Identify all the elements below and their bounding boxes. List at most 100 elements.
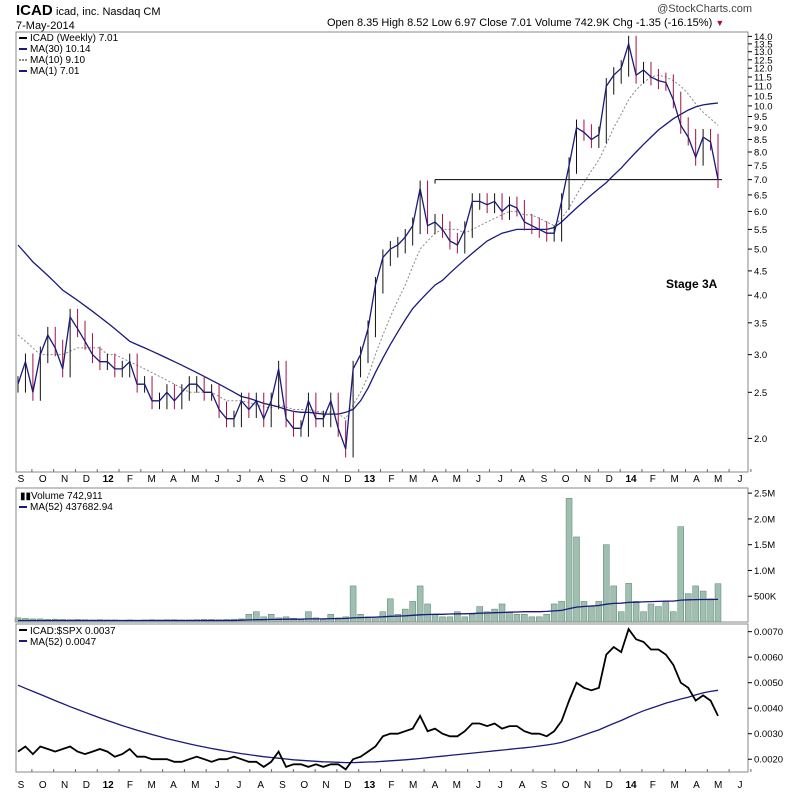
x-tick-label: F: [127, 474, 133, 485]
volume-bar: [692, 585, 699, 623]
x-tick-label: N: [584, 474, 591, 485]
x-tick-label: F: [127, 780, 133, 791]
x-tick-label: M: [191, 780, 199, 791]
volume-bar: [461, 616, 469, 623]
x-tick-label: A: [519, 780, 526, 791]
x-tick-label: M: [453, 474, 461, 485]
volume-bar: [513, 614, 521, 623]
volume-bar: [312, 617, 320, 623]
y-tick-label: 3.5: [754, 318, 767, 329]
x-tick-label: M: [453, 780, 461, 791]
x-tick-label: A: [693, 474, 700, 485]
x-tick-label: 12: [103, 474, 115, 485]
volume-bar: [394, 614, 402, 623]
volume-bar: [632, 601, 640, 623]
panel-frame: [15, 31, 749, 473]
x-tick-label: N: [322, 474, 329, 485]
volume-bar: [699, 590, 707, 623]
x-tick-label: J: [236, 474, 241, 485]
x-tick-label: J: [738, 474, 743, 485]
y-tick-label: 2.0M: [754, 514, 775, 525]
volume-bar: [439, 616, 446, 623]
legend-entry: MA(10) 9.10: [30, 55, 85, 66]
price-line: [17, 41, 719, 450]
x-tick-label: M: [714, 780, 722, 791]
volume-bar: [677, 526, 684, 623]
x-tick-label: A: [257, 780, 264, 791]
y-tick-label: 9.5: [754, 112, 767, 123]
y-tick-label: 1.5M: [754, 540, 775, 551]
y-tick-label: 1.0M: [754, 566, 775, 577]
volume-bar: [424, 603, 431, 623]
volume-bar: [550, 603, 558, 623]
legend-entry: MA(52) 0.0047: [30, 637, 97, 648]
y-tick-label: 0.0020: [754, 755, 783, 766]
volume-bar: [454, 611, 461, 623]
volume-bar: [349, 585, 357, 623]
y-tick-label: 7.0: [754, 175, 767, 186]
x-tick-label: D: [344, 780, 351, 791]
price-panel: 2.0 2.5 3.0 3.5 4.0 4.5 5.0 5.5 6.0 6.5 7.0 7.5 8.0 8…: [15, 31, 773, 473]
y-tick-label: 0.0050: [754, 678, 783, 689]
y-tick-label: 2.5: [754, 388, 767, 399]
x-tick-label: D: [606, 780, 613, 791]
x-tick-label: M: [148, 474, 156, 485]
volume-bar: [290, 618, 297, 623]
x-tick-label: O: [562, 474, 570, 485]
x-tick-label: N: [322, 780, 329, 791]
legend-entry: MA(52) 437682.94: [30, 502, 113, 513]
x-tick-label: S: [541, 780, 548, 791]
x-tick-label: S: [279, 474, 286, 485]
volume-legend-icon: ▮▮: [20, 491, 31, 502]
volume-bar: [253, 611, 260, 623]
x-tick-label: 13: [364, 474, 376, 485]
x-tick-label: J: [215, 474, 220, 485]
x-tick-label: F: [388, 474, 394, 485]
volume-bar: [245, 614, 253, 623]
volume-bar: [580, 601, 588, 623]
x-axis: S O N D 12 F M A M J J A S O N D 13 F M A M J J A S O N D 14 F M A M J S O N…: [18, 469, 752, 791]
ma30-line: [17, 102, 719, 415]
volume-bar: [521, 614, 528, 623]
x-tick-label: A: [519, 474, 526, 485]
volume-bar: [334, 617, 342, 623]
volume-bar: [305, 611, 312, 623]
volume-bar: [647, 603, 655, 623]
volume-bar: [565, 498, 573, 623]
x-tick-label: M: [714, 474, 722, 485]
x-tick-label: M: [409, 474, 417, 485]
y-tick-label: 4.5: [754, 266, 767, 277]
y-tick-label: 6.5: [754, 190, 767, 201]
x-tick-label: M: [148, 780, 156, 791]
volume-bar: [469, 614, 476, 623]
x-tick-label: O: [300, 474, 308, 485]
ratio-ma-line: [17, 684, 719, 764]
y-tick-label: 3.0: [754, 350, 767, 361]
legend-entry: ICAD (Weekly) 7.01: [30, 33, 119, 44]
y-tick-label: 9.0: [754, 123, 767, 134]
x-tick-label: M: [409, 780, 417, 791]
y-tick-label: 2.0: [754, 434, 767, 445]
chart-symbol: ICAD: [16, 2, 53, 19]
volume-bar: [543, 614, 550, 623]
y-tick-label: 10.0: [754, 101, 773, 112]
x-tick-label: A: [170, 780, 177, 791]
ma10-line: [17, 74, 719, 420]
x-tick-label: D: [83, 780, 90, 791]
x-tick-label: S: [18, 780, 25, 791]
volume-bar: [595, 601, 603, 623]
x-tick-label: J: [476, 780, 481, 791]
volume-bar: [662, 601, 670, 623]
x-tick-label: 14: [625, 474, 637, 485]
volume-bar: [491, 608, 498, 623]
x-tick-label: A: [432, 780, 439, 791]
volume-bar: [431, 614, 439, 623]
x-tick-label: O: [39, 474, 47, 485]
quote-values: Open 8.35 High 8.52 Low 6.97 Close 7.01 …: [327, 17, 713, 29]
x-tick-label: D: [83, 474, 90, 485]
x-tick-label: O: [562, 780, 570, 791]
down-arrow-icon: ▼: [715, 18, 725, 28]
volume-bar: [617, 611, 625, 623]
volume-bar: [506, 611, 513, 623]
volume-bar: [476, 606, 483, 623]
